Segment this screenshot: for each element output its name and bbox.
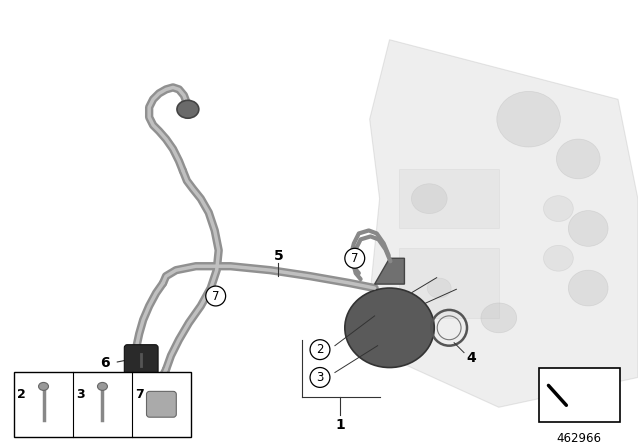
Bar [399,248,499,318]
Ellipse shape [412,184,447,214]
Text: 7: 7 [135,388,144,401]
Text: 5: 5 [273,249,283,263]
Circle shape [206,286,226,306]
Text: 2: 2 [17,388,26,401]
Ellipse shape [177,100,199,118]
Text: 3: 3 [76,388,85,401]
Text: 6: 6 [100,356,109,370]
Ellipse shape [345,288,434,367]
Circle shape [345,248,365,268]
Circle shape [310,340,330,360]
Text: 7: 7 [212,289,220,302]
Ellipse shape [481,303,516,333]
Ellipse shape [38,383,49,390]
Ellipse shape [428,278,451,298]
Ellipse shape [556,139,600,179]
Ellipse shape [568,270,608,306]
FancyBboxPatch shape [147,392,176,417]
FancyBboxPatch shape [124,345,158,375]
Text: 2: 2 [316,343,324,356]
Ellipse shape [497,91,561,147]
Ellipse shape [97,383,108,390]
Text: 462966: 462966 [557,432,602,445]
Bar [538,367,620,422]
Text: 1: 1 [335,418,345,432]
Ellipse shape [568,211,608,246]
Text: 4: 4 [466,351,476,365]
Bar [14,372,191,437]
Polygon shape [374,258,404,284]
Text: 3: 3 [316,371,324,384]
Ellipse shape [543,246,573,271]
Circle shape [310,367,330,388]
Text: 7: 7 [351,252,358,265]
Polygon shape [370,40,638,407]
Bar [399,169,499,228]
Ellipse shape [543,196,573,221]
